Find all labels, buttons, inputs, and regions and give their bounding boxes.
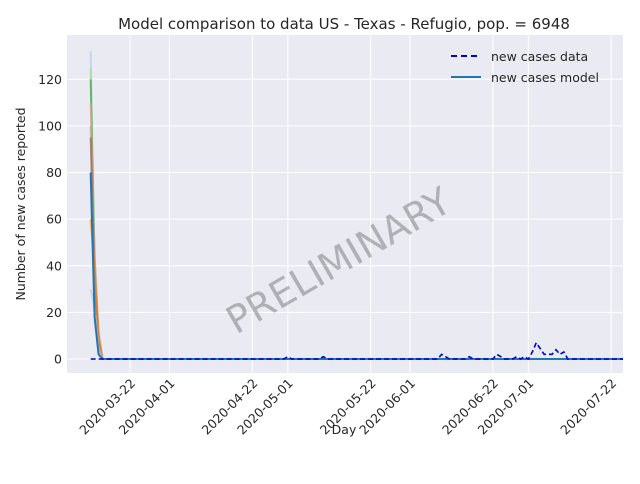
legend-model-label: new cases model	[491, 70, 599, 85]
y-tick-label: 20	[46, 305, 62, 320]
y-tick-labels: 0 20 40 60 80 100 120	[38, 72, 62, 367]
y-axis-label: Number of new cases reported	[13, 107, 28, 300]
x-axis-label: Day	[332, 422, 357, 437]
grid-layer	[67, 35, 623, 373]
legend: new cases data new cases model	[451, 49, 599, 85]
series-layer	[89, 172, 623, 361]
legend-data-label: new cases data	[491, 49, 588, 64]
y-tick-label: 80	[46, 165, 62, 180]
data-series-line	[90, 341, 623, 361]
x-tick-label: 2020-07-22	[557, 376, 619, 438]
chart-title: Model comparison to data US - Texas - Re…	[118, 15, 570, 33]
plot-background	[67, 35, 623, 373]
y-tick-label: 120	[38, 72, 62, 87]
y-tick-label: 0	[54, 352, 62, 367]
y-tick-label: 60	[46, 212, 62, 227]
y-tick-label: 40	[46, 258, 62, 273]
y-tick-label: 100	[38, 118, 62, 133]
